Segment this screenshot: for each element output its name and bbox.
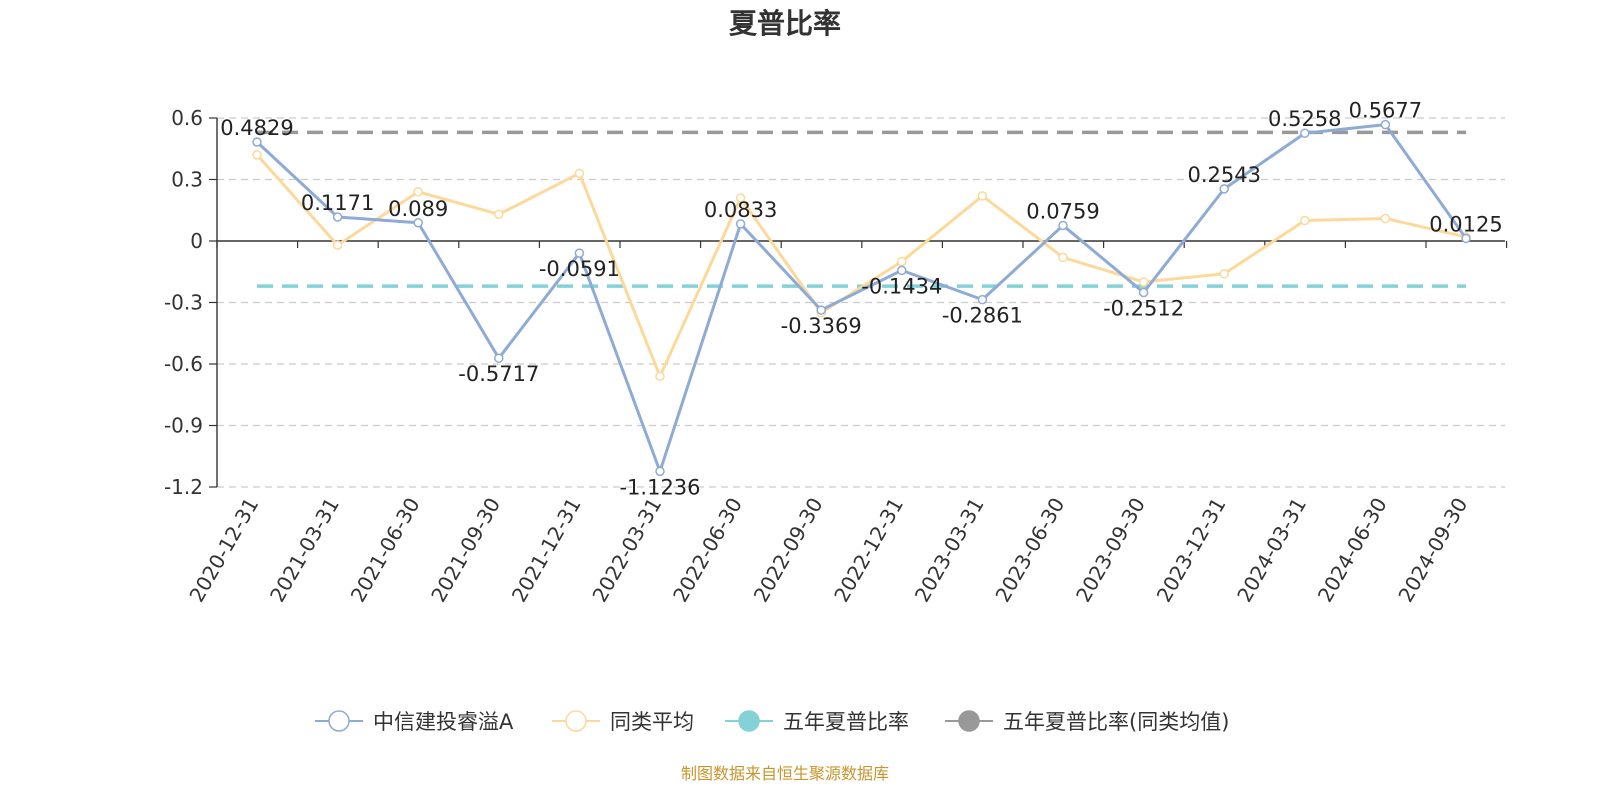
data-label: -0.1434 [861,274,942,298]
x-tick-label: 2023-12-31 [1152,494,1231,607]
y-tick-label: 0.6 [171,106,203,130]
y-tick-label: 0.3 [171,168,203,192]
x-tick-label: 2021-09-30 [426,494,505,607]
y-tick-label: -0.6 [164,352,203,376]
data-point [1058,252,1068,263]
data-label: 0.5677 [1349,99,1422,123]
data-point [1461,233,1471,244]
data-point [413,187,423,197]
data-point [735,219,746,229]
data-point [494,353,504,363]
data-point [1380,213,1391,224]
data-label: -0.0591 [539,257,620,281]
grid-lines [217,117,1505,488]
x-tick-label: 2021-03-31 [265,494,344,607]
x-tick-label: 2021-06-30 [346,494,425,607]
data-point [1138,277,1149,287]
data-label: 0.0759 [1026,199,1099,223]
data-point [252,137,262,147]
y-tick-label: -0.9 [164,414,203,438]
data-point [816,305,826,315]
data-label: 0.0833 [704,198,777,222]
data-label: -0.2861 [942,304,1023,328]
legend-item[interactable]: 五年夏普比率 [725,710,909,734]
legend-label: 中信建投睿溢A [373,710,514,734]
data-point [655,466,665,477]
legend-marker [958,710,980,732]
series-line [255,153,1467,378]
data-label: -0.5717 [458,362,539,386]
data-point [655,371,665,382]
legend-label: 五年夏普比率(同类均值) [1003,710,1229,734]
data-point [735,193,746,203]
legend-marker [328,710,350,732]
x-tick-label: 2020-12-31 [184,494,263,607]
data-point [574,168,585,179]
data-labels: 0.4829 0.1171 0.089 -0.5717 -0.0591 -1.1236 0.… [220,99,1502,500]
x-tick-label: 2021-12-31 [507,494,586,607]
legend-item[interactable]: 五年夏普比率(同类均值) [945,710,1229,734]
x-tick-label: 2024-03-31 [1232,494,1311,607]
y-tick-label: 0 [190,229,203,253]
legend-item[interactable]: 中信建投睿溢A [315,710,514,734]
data-point [1058,220,1068,231]
x-tick-label: 2022-06-30 [668,494,747,607]
x-tick-label: 2023-03-31 [910,494,989,607]
data-point [332,240,343,250]
x-tick-label: 2022-12-31 [829,494,908,607]
data-label: -1.1236 [619,475,700,499]
x-tick-label: 2022-03-31 [587,494,666,607]
x-tick-label: 2023-06-30 [990,494,1069,607]
legend-item[interactable]: 同类平均 [552,710,694,734]
data-point [1300,128,1310,138]
data-point [1219,184,1229,194]
data-label: 0.2543 [1187,163,1260,187]
legend-label: 同类平均 [610,710,694,734]
x-tick-label: 2024-09-30 [1393,494,1472,607]
source-note: 制图数据来自恒生聚源数据库 [681,764,889,783]
chart-title: 夏普比率 [729,7,841,40]
x-tick-label: 2022-09-30 [749,494,828,607]
x-tick-label: 2024-06-30 [1313,494,1392,607]
data-label: 0.4829 [220,116,293,140]
data-point [977,191,988,201]
legend[interactable]: 中信建投睿溢A 同类平均 五年夏普比率 五年夏普比率(同类均值) [315,710,1229,734]
y-tick-label: -0.3 [164,291,203,315]
data-label: 0.0125 [1429,212,1502,236]
series-lines [252,119,1471,477]
data-label: -0.2512 [1103,296,1184,320]
legend-label: 五年夏普比率 [783,710,909,734]
data-point [977,294,988,305]
data-point [574,248,585,258]
data-point [897,265,907,276]
data-label: -0.3369 [781,314,862,338]
legend-marker [565,710,587,732]
series-line [255,123,1468,473]
data-point [1380,119,1391,130]
data-point [332,212,343,222]
x-tick-label: 2023-09-30 [1071,494,1150,607]
data-label: 0.089 [388,197,448,221]
data-point [413,218,423,228]
data-point [897,256,907,267]
data-point [1300,215,1310,226]
data-label: 0.1171 [301,191,374,215]
data-point [1138,287,1149,298]
data-point [252,150,262,160]
data-point [1219,269,1229,279]
y-tick-label: -1.2 [164,475,203,499]
data-label: 0.5258 [1268,107,1341,131]
legend-marker [738,710,760,732]
data-point [494,209,504,220]
